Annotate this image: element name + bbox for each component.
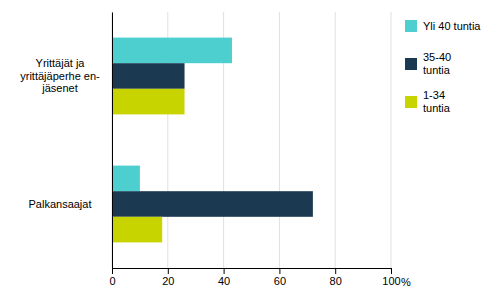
x-tick-label: 20 [162,275,174,287]
text-line: yrittäjäperhe en- [20,70,100,82]
x-tick-label: 60 [274,275,286,287]
text-line: tuntia [423,64,451,76]
grid [112,12,391,268]
grid-line [335,12,336,268]
x-axis-line [113,269,392,275]
y-tick-label: Palkansaajat [29,198,92,210]
text-line: Yrittäjät ja [36,57,86,69]
text-line: 35-40 [423,51,451,63]
chart-container: 0 20 40 60 80 100 Yrittäjät jayrittäjäperhe en… [0,0,491,302]
x-tick: 100 [382,268,400,287]
legend-label: Yli 40 tuntia [423,20,481,32]
text-line: Yli 40 tuntia [423,20,481,32]
x-tick-mark [335,268,336,274]
legend-item: 1-34tuntia [405,89,451,114]
legend-item: 35-40tuntia [405,51,451,76]
x-tick: 20 [162,268,174,287]
text-line: Palkansaajat [29,198,92,210]
text-line: jäsenet [41,82,77,94]
bar [112,89,185,115]
bar [112,38,232,64]
y-tick-label: Yrittäjät jayrittäjäperhe en-jäsenet [20,57,100,94]
x-tick-mark [391,268,392,274]
legend-item: Yli 40 tuntia [405,20,481,32]
bars [112,38,313,243]
x-tick: 80 [330,268,342,287]
x-axis-title: % [401,276,411,288]
x-tick-label: 80 [330,275,342,287]
bar [112,217,162,243]
legend-swatch [405,58,417,70]
text-line: 1-34 [423,89,445,101]
x-tick-label: 100 [382,275,400,287]
y-axis-line [112,13,113,269]
x-tick: 60 [274,268,286,287]
plot: 0 20 40 60 80 100 Yrittäjät jayrittäjäperhe en… [20,12,400,287]
bar [112,166,140,192]
x-tick-mark [112,268,113,274]
legend-swatch [405,20,417,32]
x-tick-label: 40 [218,275,230,287]
bar [112,63,185,89]
legend-label: 1-34tuntia [423,89,451,114]
chart-svg: 0 20 40 60 80 100 Yrittäjät jayrittäjäperhe en… [0,0,491,302]
x-tick-mark [168,268,169,274]
y-tick: Palkansaajat [29,198,113,210]
grid-line [112,12,113,268]
grid-line [279,12,280,268]
legend: Yli 40 tuntia35-40tuntia1-34tuntia [405,20,481,114]
x-axis: 0 20 40 60 80 100 [109,268,400,287]
y-axis: Yrittäjät jayrittäjäperhe en-jäsenet Palk… [20,13,112,269]
x-tick-mark [279,268,280,274]
grid-line [391,12,392,268]
legend-label: 35-40tuntia [423,51,451,76]
x-tick: 0 [109,268,115,287]
text-line: tuntia [423,102,451,114]
x-tick-label: 0 [109,275,115,287]
y-tick: Yrittäjät jayrittäjäperhe en-jäsenet [20,57,112,94]
x-tick: 40 [218,268,230,287]
x-tick-mark [224,268,225,274]
bar [112,191,313,217]
legend-swatch [405,96,417,108]
